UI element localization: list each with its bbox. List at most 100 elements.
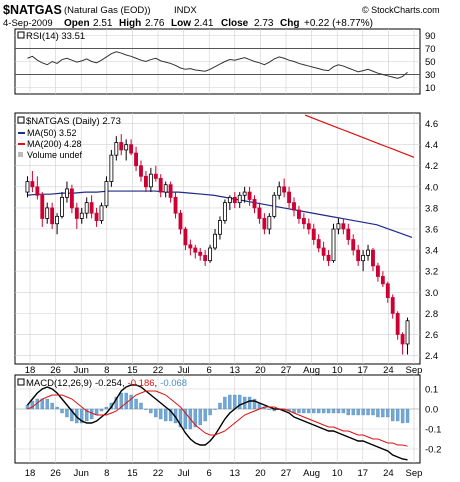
x-tick-label: Aug — [303, 365, 320, 376]
price-tick-label: 2.4 — [425, 351, 438, 362]
macd-label-prefix: MACD(12,26,9) — [26, 378, 92, 389]
ticks-layer: 18 18 26 26 Jun Jun 8 8 15 15 22 22 Jul Jul 6 6 13 13 20 20… — [25, 31, 442, 479]
chart-header: $NATGAS (Natural Gas (EOD)) INDX © Stock… — [3, 3, 440, 29]
x-tick-label: Jul — [178, 365, 190, 376]
candle-body — [139, 165, 143, 177]
price-tick-label: 4.4 — [425, 140, 438, 151]
macd-collapse-icon[interactable] — [17, 378, 25, 386]
macd-histogram-bar — [139, 402, 143, 410]
x-tick-label-bottom: 26 — [50, 468, 61, 479]
legend-volume: Volume undef — [27, 150, 83, 160]
macd-tick-label: 0.0 — [425, 405, 438, 416]
candle-body — [272, 194, 277, 217]
symbol-title: $NATGAS — [3, 3, 62, 17]
candle-body — [193, 247, 198, 253]
price-tick-label: 4.0 — [425, 182, 438, 193]
price-panel-frame — [14, 112, 421, 365]
candle-body — [306, 223, 311, 230]
macd-histogram-bar — [80, 408, 84, 424]
x-tick-label-bottom: 22 — [153, 468, 164, 479]
candle-body — [361, 254, 366, 262]
ma50-line — [26, 190, 413, 239]
candle-body — [247, 191, 252, 200]
candle-body — [218, 220, 222, 235]
candle-body — [55, 215, 60, 225]
macd-layer — [25, 384, 410, 461]
candle-body — [168, 184, 173, 198]
candle-body — [173, 196, 178, 214]
macd-histogram-bar — [331, 408, 336, 414]
candle-body — [321, 247, 326, 256]
macd-histogram-bar — [312, 408, 316, 414]
x-tick-label: 17 — [358, 365, 369, 376]
candle-body — [287, 191, 292, 204]
macd-sep1: , — [122, 378, 125, 389]
macd-tick-label: 0.1 — [425, 385, 438, 396]
x-tick-label: 13 — [230, 365, 241, 376]
candle-body — [331, 228, 336, 262]
x-tick-label-bottom: 10 — [332, 468, 343, 479]
price-tick-label: 4.2 — [425, 161, 438, 172]
macd-histogram-bar — [104, 406, 109, 410]
candle-body — [129, 144, 134, 154]
macd-histogram-bar — [119, 392, 123, 410]
candle-body — [326, 254, 331, 262]
macd-histogram-bar — [30, 400, 35, 410]
legend-ma50: MA(50) 3.52 — [27, 128, 77, 138]
candle-body — [400, 334, 405, 345]
macd-histogram-bar — [336, 408, 341, 414]
price-collapse-icon[interactable] — [17, 116, 25, 124]
macd-histogram-bar — [70, 408, 74, 422]
x-tick-label: 6 — [207, 365, 212, 376]
macd-histogram-bar — [50, 402, 54, 410]
candle-body — [40, 194, 45, 219]
candle-body — [375, 265, 380, 277]
x-tick-label-bottom: 20 — [255, 468, 266, 479]
macd-histogram-bar — [183, 408, 188, 430]
candle-body — [188, 244, 193, 249]
candle-body — [257, 207, 262, 219]
x-tick-label: 22 — [153, 365, 164, 376]
ma200-line — [304, 114, 415, 158]
price-tick-label: 3.4 — [425, 246, 438, 257]
macd-line — [26, 384, 408, 461]
candle-body — [163, 184, 168, 193]
macd-histogram-bar — [247, 396, 252, 410]
price-tick-label: 4.6 — [425, 119, 438, 130]
macd-histogram-bar — [149, 408, 153, 414]
macd-histogram-bar — [361, 408, 365, 416]
rsi-tick-label: 70 — [425, 44, 436, 55]
candle-body — [208, 247, 213, 262]
x-tick-label: Sep — [406, 365, 423, 376]
rsi-collapse-icon[interactable] — [17, 31, 25, 39]
macd-histogram-bar — [228, 394, 232, 410]
macd-histogram-bar — [302, 408, 306, 414]
price-tick-label: 2.8 — [425, 309, 438, 320]
macd-sep2: , — [155, 378, 158, 389]
candle-body — [84, 202, 89, 214]
candle-body — [119, 142, 124, 151]
price-tick-label: 3.2 — [425, 267, 438, 278]
macd-histogram-bar — [198, 408, 202, 426]
price-tick-label: 3.0 — [425, 288, 438, 299]
price-layer — [25, 114, 415, 355]
macd-histogram-bar — [341, 408, 346, 414]
chg-label: Chg — [280, 18, 299, 29]
macd-histogram-bar — [60, 408, 64, 414]
x-tick-label: 8 — [104, 365, 109, 376]
macd-histogram-bar — [252, 398, 257, 410]
candle-body — [213, 233, 217, 249]
rsi-label: RSI(14) 33.51 — [17, 31, 85, 42]
rsi-tick-label: 10 — [425, 83, 436, 94]
x-tick-label-bottom: 13 — [230, 468, 241, 479]
macd-histogram-bar — [405, 408, 410, 423]
x-tick-label-bottom: 6 — [207, 468, 212, 479]
candle-body — [143, 175, 148, 188]
legend-main: $NATGAS (Daily) 2.73 — [26, 116, 121, 127]
rsi-tick-label: 30 — [425, 70, 436, 81]
price-tick-label: 3.6 — [425, 225, 438, 236]
macd-histogram-bar — [154, 408, 158, 418]
x-tick-label: 10 — [332, 365, 343, 376]
candle-body — [74, 207, 79, 219]
